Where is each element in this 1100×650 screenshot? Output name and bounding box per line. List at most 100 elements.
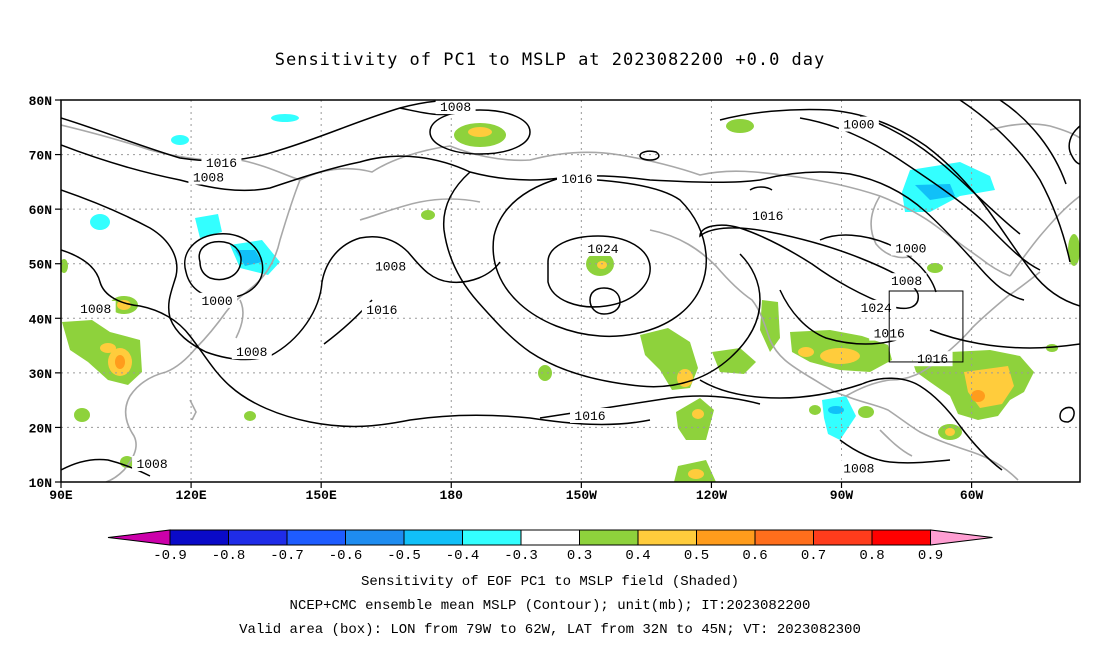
sensitivity-patch <box>244 411 256 421</box>
contour-label-bg <box>197 292 238 308</box>
sensitivity-shading <box>61 114 1080 482</box>
colorbar-cell <box>403 529 463 546</box>
lon-tick-label: 150W <box>566 488 597 500</box>
contour-label-bg <box>838 460 879 476</box>
colorbar-label: -0.3 <box>504 548 538 564</box>
sensitivity-patch <box>538 365 552 381</box>
colorbar-cell <box>637 529 697 546</box>
sensitivity-patch <box>927 263 943 273</box>
contour-label-bg <box>890 240 931 256</box>
sensitivity-patch <box>712 348 756 374</box>
map-title: Sensitivity of PC1 to MSLP at 2023082200… <box>274 50 826 70</box>
colorbar-cell <box>462 529 522 546</box>
contour-label-bg <box>583 240 624 256</box>
contour-label: 1016 <box>366 303 397 318</box>
lat-tick-label: 30N <box>29 367 52 382</box>
sensitivity-patch <box>726 119 754 133</box>
sensitivity-patch <box>171 135 189 145</box>
colorbar-label: -0.6 <box>329 548 363 564</box>
contour-label-bg <box>361 302 402 318</box>
colorbar-cell <box>813 529 873 546</box>
sensitivity-patch <box>468 127 492 137</box>
sensitivity-patch <box>74 408 90 422</box>
colorbar-cell <box>696 529 756 546</box>
contour-label-bg <box>231 344 272 360</box>
sensitivity-patch <box>235 250 262 266</box>
lon-tick-label: 150E <box>306 488 337 500</box>
contour-label: 1000 <box>843 118 874 133</box>
colorbar: -0.9 -0.8 -0.7 -0.6 -0.5 -0.4 -0.3 0.3 0.4 0.5 0.6… <box>107 529 993 564</box>
lat-tick-label: 70N <box>29 149 52 164</box>
contour-label-bg <box>557 171 598 187</box>
contour-label-bg <box>75 301 116 317</box>
colorbar-label: 0.6 <box>742 548 767 564</box>
contour-label-bg <box>370 258 411 274</box>
contour-label: 1016 <box>917 352 948 367</box>
sensitivity-patch <box>1068 234 1080 266</box>
lat-tick-label: 40N <box>29 312 52 327</box>
contour-label: 1000 <box>201 294 232 309</box>
contour-label: 1008 <box>440 100 471 115</box>
caption-line-3: Valid area (box): LON from 79W to 62W, L… <box>239 622 861 638</box>
lat-tick-label: 50N <box>29 258 52 273</box>
sensitivity-patch <box>809 405 821 415</box>
sensitivity-patch <box>1046 344 1058 352</box>
contour-label: 1008 <box>236 345 267 360</box>
contour-label: 1024 <box>587 242 618 257</box>
colorbar-label: 0.9 <box>918 548 943 564</box>
sensitivity-patch <box>820 348 860 364</box>
caption-line-2: NCEP+CMC ensemble mean MSLP (Contour); u… <box>289 598 811 614</box>
colorbar-label: -0.7 <box>270 548 304 564</box>
sensitivity-patch <box>195 214 222 238</box>
contour-label: 1000 <box>895 241 926 256</box>
contour-label: 1008 <box>891 274 922 289</box>
sensitivity-patch <box>271 114 299 122</box>
colorbar-label: 0.4 <box>625 548 650 564</box>
grid-lines <box>61 100 1080 482</box>
coastlines <box>61 123 1080 482</box>
contour-label: 1008 <box>193 170 224 185</box>
colorbar-cell <box>107 529 171 546</box>
contour-label-bg <box>886 273 927 289</box>
contour-label: 1008 <box>80 302 111 317</box>
contour-label-bg <box>570 407 611 423</box>
contour-label: 1016 <box>206 156 237 171</box>
colorbar-cell <box>169 529 229 546</box>
sensitivity-patch <box>828 406 844 414</box>
lon-tick-label: 60W <box>960 488 984 500</box>
contour-label: 1008 <box>843 461 874 476</box>
colorbar-label: -0.5 <box>387 548 421 564</box>
colorbar-cell <box>579 529 639 546</box>
lon-tick-label: 120W <box>696 488 727 500</box>
valid-area-box <box>888 290 964 363</box>
sensitivity-patch <box>945 428 955 436</box>
colorbar-cell <box>754 529 814 546</box>
colorbar-label: -0.9 <box>153 548 187 564</box>
sensitivity-patch <box>822 396 856 440</box>
sensitivity-patch <box>858 406 874 418</box>
sensitivity-patch <box>100 343 116 353</box>
lat-tick-label: 60N <box>29 203 52 218</box>
colorbar-label: -0.4 <box>446 548 480 564</box>
sensitivity-patch <box>115 355 125 369</box>
sensitivity-patch <box>61 259 68 273</box>
colorbar-label: 0.7 <box>801 548 826 564</box>
map-frame <box>60 99 1081 483</box>
contour-label-bg <box>747 208 788 224</box>
colorbar-cell <box>228 529 288 546</box>
sensitivity-patch <box>688 469 704 479</box>
colorbar-label: 0.3 <box>567 548 592 564</box>
lat-tick-label: 20N <box>29 421 52 436</box>
contour-label-bg <box>856 299 897 315</box>
caption-line-1: Sensitivity of EOF PC1 to MSLP field (Sh… <box>360 574 740 590</box>
lat-tick-label: 10N <box>29 476 52 491</box>
colorbar-cell <box>286 529 346 546</box>
sensitivity-patch <box>117 300 131 310</box>
lon-tick-label: 90E <box>49 488 73 500</box>
contour-label-bg <box>132 455 173 471</box>
lon-tick-label: 90W <box>830 488 854 500</box>
contour-label: 1008 <box>375 259 406 274</box>
sensitivity-patch <box>971 390 985 402</box>
